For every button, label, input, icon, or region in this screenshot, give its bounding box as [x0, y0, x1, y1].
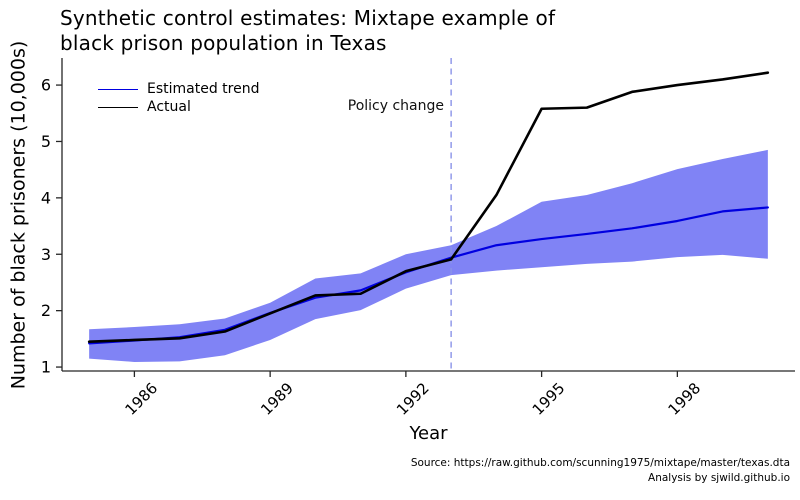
x-tick-label: 1992	[393, 379, 433, 419]
y-tick-label: 1	[41, 358, 51, 377]
y-tick-label: 2	[41, 301, 51, 320]
y-tick-label: 5	[41, 132, 51, 151]
legend-row-estimated: Estimated trend	[98, 80, 260, 98]
legend-label-actual: Actual	[147, 99, 191, 115]
chart-title: Synthetic control estimates: Mixtape exa…	[60, 6, 555, 56]
y-tick-label: 4	[41, 188, 51, 207]
x-tick-label: 1989	[257, 379, 297, 419]
source-note: Source: https://raw.github.com/scunning1…	[411, 456, 790, 486]
confidence-band	[89, 149, 768, 362]
y-tick-label: 3	[41, 245, 51, 264]
x-tick-label: 1986	[121, 379, 161, 419]
source-text: Source: https://raw.github.com/scunning1…	[410, 457, 790, 469]
x-tick-label: 1998	[664, 379, 704, 419]
policy-change-annotation: Policy change	[347, 98, 444, 114]
estimated-trend-line-swatch	[98, 88, 138, 90]
actual-line	[87, 71, 770, 343]
legend: Estimated trend Actual	[98, 80, 260, 116]
legend-row-actual: Actual	[98, 98, 260, 116]
chart-title-line2: black prison population in Texas	[60, 31, 387, 55]
analysis-text: Analysis by sjwild.github.io	[648, 472, 790, 484]
y-tick-label: 6	[41, 76, 51, 95]
chart-title-line1: Synthetic control estimates: Mixtape exa…	[60, 6, 556, 30]
x-axis-label: Year	[409, 423, 448, 444]
x-tick-label: 1995	[529, 379, 569, 419]
legend-label-estimated: Estimated trend	[147, 81, 260, 97]
actual-line-swatch	[98, 106, 138, 108]
